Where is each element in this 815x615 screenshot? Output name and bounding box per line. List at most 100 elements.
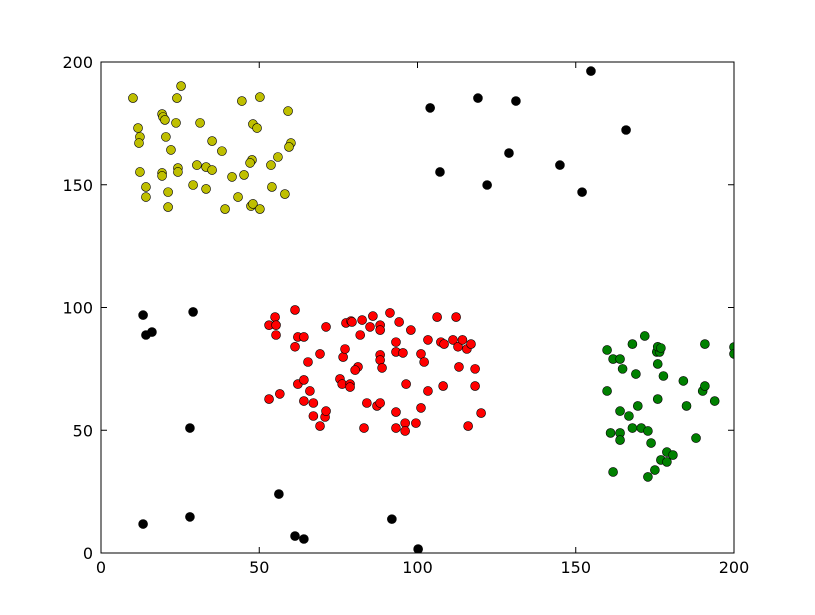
point [299, 534, 309, 544]
point [416, 349, 426, 359]
point [315, 349, 325, 359]
point [264, 394, 274, 404]
point [387, 514, 397, 524]
point [605, 428, 616, 438]
point [233, 192, 243, 202]
point [166, 145, 176, 155]
point [299, 375, 309, 385]
point [299, 332, 309, 342]
point [621, 125, 631, 135]
point [220, 204, 230, 214]
x-tick-label: 0 [96, 558, 106, 577]
point [255, 204, 265, 214]
point [227, 172, 237, 182]
point [290, 341, 300, 352]
point [345, 382, 355, 392]
point [252, 123, 262, 133]
point [157, 171, 167, 181]
point [678, 376, 689, 386]
point [308, 398, 319, 408]
point [681, 401, 692, 411]
point [615, 406, 625, 416]
point [340, 344, 350, 354]
point [141, 182, 151, 192]
point [217, 146, 227, 156]
point [627, 423, 638, 433]
point [347, 317, 357, 327]
point [173, 167, 183, 177]
point [451, 312, 461, 322]
point [138, 310, 148, 320]
point [147, 327, 157, 337]
point [163, 202, 173, 212]
point [511, 96, 521, 106]
point [454, 362, 464, 372]
point [504, 148, 514, 158]
point [391, 423, 401, 433]
point [239, 170, 249, 180]
point [419, 357, 429, 367]
point [355, 330, 366, 340]
point [290, 305, 300, 315]
point [161, 132, 171, 142]
plot-area [128, 66, 734, 553]
point [385, 308, 395, 318]
point [185, 512, 195, 522]
point [305, 386, 315, 396]
point [188, 180, 198, 190]
point [321, 406, 331, 416]
point [308, 411, 319, 421]
point [271, 320, 281, 330]
point [586, 66, 596, 76]
point [188, 307, 198, 317]
point [273, 152, 283, 162]
point [473, 93, 483, 103]
point [448, 335, 458, 345]
point [656, 343, 666, 353]
point [652, 359, 663, 369]
point [400, 426, 410, 436]
point [631, 369, 641, 379]
point [482, 180, 492, 190]
point [275, 389, 285, 399]
point [453, 341, 463, 352]
y-tick-label: 0 [83, 544, 93, 563]
point [207, 136, 217, 146]
point [207, 165, 217, 175]
point [398, 348, 408, 358]
point [643, 426, 653, 436]
point [709, 396, 720, 406]
point [248, 199, 258, 209]
point [577, 187, 587, 197]
point [416, 403, 426, 413]
point [134, 138, 144, 148]
point [406, 325, 416, 335]
point [650, 465, 660, 475]
point [439, 339, 449, 349]
point [438, 381, 448, 391]
point [615, 354, 625, 364]
point [639, 331, 650, 341]
point [284, 142, 294, 152]
y-tick-label: 200 [62, 53, 93, 72]
point [377, 363, 387, 373]
point [270, 312, 280, 322]
point [135, 167, 145, 177]
point [237, 96, 247, 106]
point [617, 364, 628, 374]
point [425, 103, 435, 113]
point [602, 345, 612, 355]
point [138, 519, 148, 529]
point [457, 335, 468, 345]
point [643, 472, 653, 482]
point [163, 187, 173, 197]
y-tick-label: 50 [73, 421, 93, 440]
point [195, 118, 205, 128]
point [646, 438, 656, 448]
point [632, 401, 643, 411]
point [658, 371, 669, 381]
point [555, 160, 565, 170]
point [160, 115, 170, 125]
x-tick-label: 150 [560, 558, 591, 577]
